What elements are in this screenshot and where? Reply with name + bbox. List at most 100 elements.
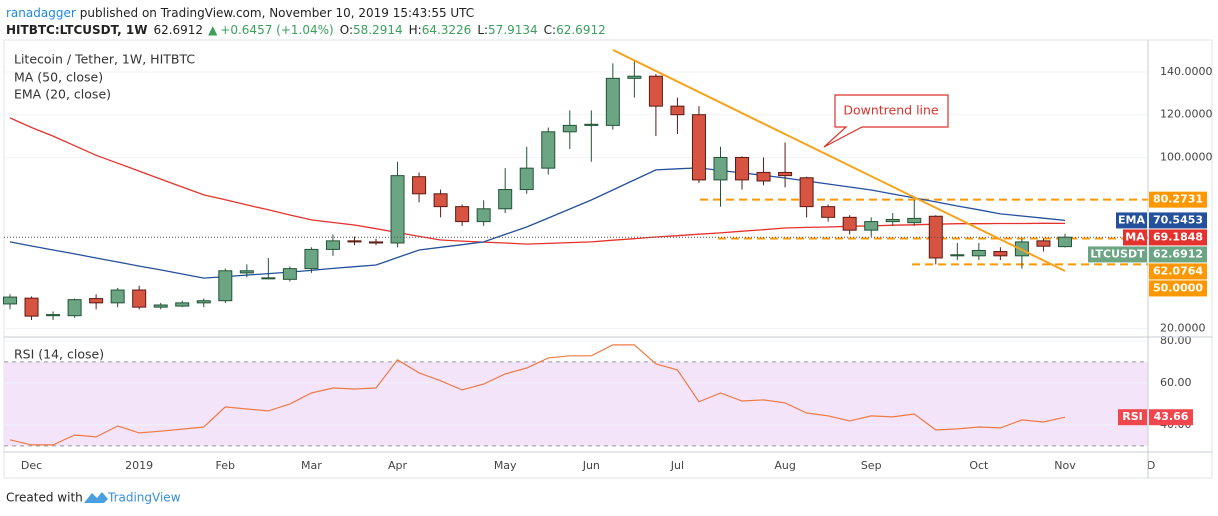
legend-entry: EMA (20, close) [14, 87, 111, 102]
candle-body [110, 289, 125, 304]
x-tick-label: D [1147, 459, 1155, 472]
footer-created: Created with [6, 491, 83, 505]
candle-body [1057, 236, 1072, 248]
x-tick-label: Dec [21, 459, 42, 472]
candle-body [584, 123, 599, 126]
plot-layer: 20.0000100.0000120.0000140.000040.0060.0… [3, 61, 1213, 472]
ma-line [9, 167, 1066, 279]
candle-body [3, 296, 17, 305]
publish-line: ranadagger published on TradingView.com, … [6, 6, 474, 20]
candle-body [325, 240, 340, 250]
candle-body [153, 304, 168, 308]
price-label: 50.0000 [1153, 281, 1203, 294]
published: published on TradingView.com, November 1… [80, 6, 474, 20]
candle-body [993, 251, 1008, 257]
ohlc-value: 64.3226 [422, 23, 472, 37]
ohlc-value: 62.6912 [556, 23, 606, 37]
candle-body [821, 206, 836, 218]
price-tag-box [1088, 246, 1147, 263]
x-tick-label: Jul [670, 459, 684, 472]
x-tick-label: 2019 [125, 459, 153, 472]
rsi-line [9, 344, 1066, 446]
price-tag: MA [1125, 230, 1145, 243]
callout-text: Downtrend line [843, 103, 939, 118]
y-tick-label: 120.0000 [1160, 108, 1213, 121]
y-tick-label: 60.00 [1160, 376, 1192, 389]
symbol-line: HITBTC:LTCUSDT, 1W 62.6912 ▲ +0.6457 (+1.04… [6, 23, 606, 37]
candle-body [433, 193, 448, 208]
candle-body [412, 176, 427, 195]
candle-body [885, 218, 900, 223]
last-price: 62.6912 [153, 23, 203, 37]
ohlc-key: O: [340, 23, 353, 37]
candle-body [89, 298, 104, 304]
candle-body [261, 277, 276, 280]
candle-body [605, 77, 620, 126]
candle-body [541, 131, 556, 169]
candle-body [304, 248, 319, 270]
price-label: 69.1848 [1153, 230, 1203, 243]
price-label-box [1149, 212, 1207, 229]
legend-title: Litecoin / Tether, 1W, HITBTC [14, 52, 195, 67]
ohlc-key: L: [477, 23, 488, 37]
footer-brand: TradingView [107, 491, 181, 505]
chart-frame [3, 39, 1213, 479]
x-tick-label: Feb [216, 459, 235, 472]
rsi-label: 43.66 [1154, 410, 1189, 423]
price-label-box [1149, 229, 1207, 246]
rsi-label-box [1149, 409, 1193, 426]
x-tick-label: Mar [301, 459, 322, 472]
ohlc-key: H: [409, 23, 422, 37]
candle-body [347, 240, 362, 243]
ma-line [9, 117, 1066, 245]
ohlc-value: 57.9134 [488, 23, 538, 37]
price-tag-box [1123, 229, 1147, 246]
candle-body [239, 270, 254, 274]
price-label: 62.6912 [1153, 247, 1203, 260]
candle-body [648, 75, 663, 107]
x-tick-label: May [494, 459, 517, 472]
candle-body [735, 156, 750, 181]
y-tick-label: 100.0000 [1160, 150, 1213, 163]
legend-entry: MA (50, close) [14, 70, 103, 85]
footer-logo [84, 492, 108, 503]
candle-body [132, 289, 147, 308]
rsi-tag-box [1118, 409, 1147, 426]
price-tag: LTCUSDT [1090, 247, 1145, 260]
candle-body [455, 206, 470, 223]
candle-body [691, 114, 706, 181]
candle-body [713, 156, 728, 181]
candle-body [175, 302, 190, 307]
price-label: 70.5453 [1153, 213, 1203, 226]
symbol: HITBTC:LTCUSDT, 1W [6, 23, 147, 37]
x-tick-label: Oct [969, 459, 989, 472]
candle-body [756, 171, 771, 182]
trend-line [612, 49, 1066, 272]
candle-body [928, 215, 943, 259]
y-tick-label: 140.0000 [1160, 65, 1213, 78]
x-tick-label: Nov [1054, 459, 1076, 472]
candle-body [519, 167, 534, 191]
candle-body [627, 75, 642, 79]
price-label: 80.2731 [1153, 193, 1203, 206]
x-tick-label: Jun [582, 459, 600, 472]
ohlc-value: 58.2914 [353, 23, 403, 37]
candle-body [799, 177, 814, 208]
candle-body [562, 124, 577, 133]
candle-body [907, 217, 922, 224]
y-tick-label: 80.00 [1160, 334, 1192, 347]
x-tick-label: Aug [774, 459, 795, 472]
candle-body [670, 105, 685, 116]
price-label: 62.0764 [1153, 264, 1203, 277]
price-tag-box [1116, 212, 1147, 229]
candle-body [390, 175, 405, 244]
ohlc-key: C: [544, 23, 556, 37]
price-label-box [1149, 191, 1207, 208]
change: +0.6457 (+1.04%) [220, 23, 333, 37]
x-tick-label: Sep [861, 459, 882, 472]
price-label-box [1149, 280, 1207, 297]
arrow: ▲ [208, 23, 218, 37]
x-tick-label: Apr [388, 459, 408, 472]
candle-body [24, 297, 39, 317]
